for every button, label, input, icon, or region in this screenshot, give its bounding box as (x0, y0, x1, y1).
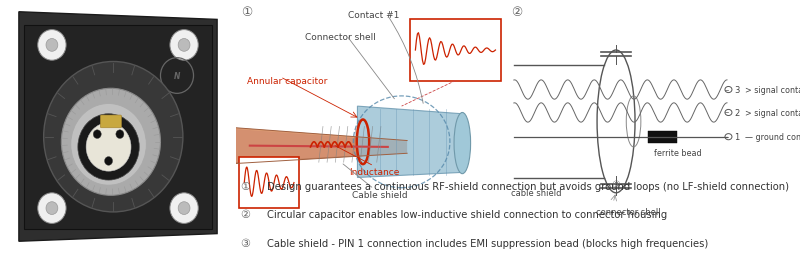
Polygon shape (358, 107, 462, 178)
Text: cable shield: cable shield (511, 188, 562, 197)
Polygon shape (19, 13, 217, 241)
Text: N: N (174, 72, 180, 81)
Circle shape (116, 130, 124, 139)
Text: ①: ① (242, 6, 253, 19)
Text: Contact #1: Contact #1 (348, 11, 400, 20)
Circle shape (46, 39, 58, 52)
Text: > signal contacts: > signal contacts (745, 108, 800, 118)
Text: Circular capacitor enables low-inductive shield connection to connector housing: Circular capacitor enables low-inductive… (267, 209, 667, 219)
Text: ferrite bead: ferrite bead (654, 149, 702, 157)
Text: Cable shield - PIN 1 connection includes EMI suppression bead (blocks high frequ: Cable shield - PIN 1 connection includes… (267, 238, 709, 248)
Bar (24, 25, 213, 229)
Circle shape (178, 202, 190, 215)
Circle shape (94, 130, 102, 139)
Circle shape (170, 30, 198, 61)
Circle shape (38, 193, 66, 224)
Circle shape (86, 123, 131, 171)
Text: 1: 1 (734, 133, 739, 142)
Bar (648, 131, 678, 144)
Text: connector shell: connector shell (595, 207, 660, 216)
Circle shape (46, 202, 58, 215)
Circle shape (170, 193, 198, 224)
Polygon shape (236, 128, 407, 164)
Text: Design guarantees a continuous RF-shield connection but avoids ground loops (no : Design guarantees a continuous RF-shield… (267, 181, 790, 191)
Circle shape (38, 30, 66, 61)
Polygon shape (236, 153, 407, 164)
Text: Inductance: Inductance (349, 168, 399, 177)
Ellipse shape (454, 113, 470, 174)
Text: Cable shield: Cable shield (352, 190, 407, 199)
Text: 3: 3 (734, 86, 740, 95)
Text: Annular capacitor: Annular capacitor (247, 76, 327, 85)
Circle shape (78, 114, 139, 180)
Text: Connector shell: Connector shell (306, 33, 376, 42)
Text: — ground contacts: — ground contacts (745, 133, 800, 142)
Polygon shape (236, 128, 407, 142)
Circle shape (178, 39, 190, 52)
Circle shape (44, 62, 183, 212)
Circle shape (105, 157, 113, 166)
FancyBboxPatch shape (410, 20, 501, 81)
Text: ③: ③ (240, 238, 250, 248)
Text: ②: ② (511, 6, 522, 19)
Text: ③: ③ (612, 179, 621, 189)
Circle shape (71, 104, 146, 185)
Text: 2: 2 (734, 108, 739, 118)
Circle shape (62, 89, 161, 196)
Text: ②: ② (240, 209, 250, 219)
Text: ①: ① (240, 181, 250, 191)
FancyBboxPatch shape (238, 157, 299, 208)
FancyBboxPatch shape (100, 116, 122, 128)
Text: > signal contacts: > signal contacts (745, 86, 800, 95)
